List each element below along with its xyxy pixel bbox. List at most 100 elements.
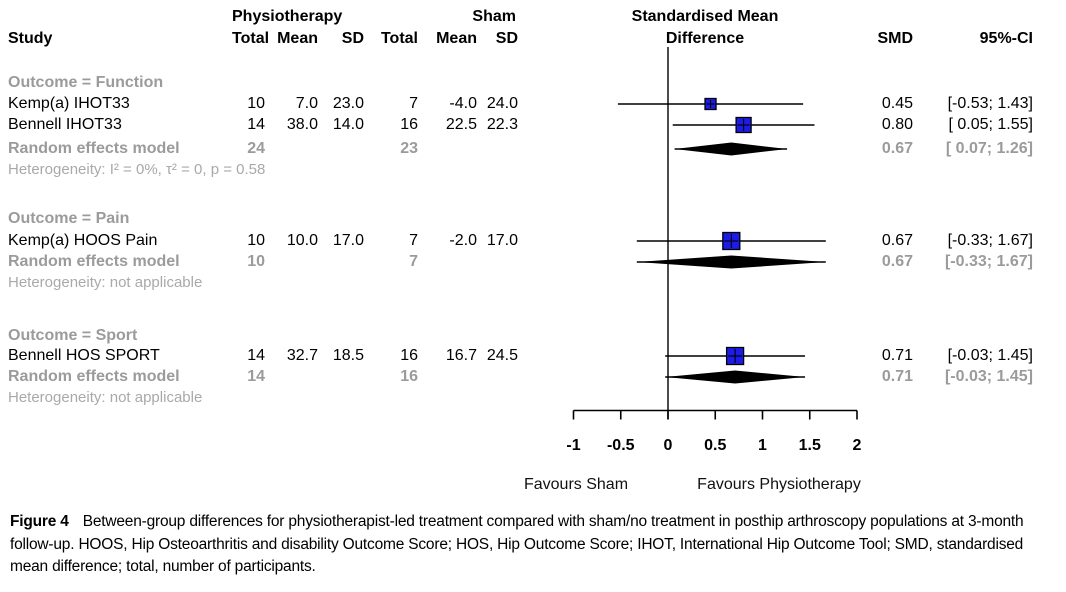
- summary-total-physio: 24: [247, 140, 265, 157]
- outcome-header-row: Outcome = Pain: [8, 209, 1033, 229]
- effect-title-line2: Difference: [665, 30, 745, 47]
- summary-smd-value: 0.67: [881, 140, 913, 157]
- study-total-physio: 10: [247, 95, 265, 112]
- study-row: Kemp(a) HOOS Pain 10 10.0 17.0 7 -2.0 17.0 0.67…: [8, 231, 1033, 251]
- figure-caption-text: Between-group differences for physiother…: [10, 513, 1024, 575]
- heterogeneity-row: Heterogeneity: not applicable: [8, 273, 1033, 293]
- x-axis-tick-label: 1: [758, 437, 767, 454]
- study-mean-sham: 22.5: [445, 116, 477, 133]
- mean1-column-header: Mean: [277, 30, 318, 47]
- ci-column-header: 95%-CI: [979, 30, 1033, 47]
- study-row: Bennell HOS SPORT 14 32.7 18.5 16 16.7 24.5 0.7…: [8, 346, 1033, 366]
- x-axis-tick-label: -0.5: [606, 437, 635, 454]
- study-sd-physio: 17.0: [332, 232, 364, 249]
- study-mean-sham: 16.7: [445, 347, 477, 364]
- summary-ci-value: [-0.33; 1.67]: [944, 253, 1033, 270]
- summary-model-label: Random effects model: [8, 140, 180, 157]
- study-sd-physio: 23.0: [332, 95, 364, 112]
- study-mean-physio: 7.0: [295, 95, 318, 112]
- study-name: Bennell IHOT33: [8, 116, 122, 133]
- study-name: Kemp(a) HOOS Pain: [8, 232, 158, 249]
- sd2-column-header: SD: [495, 30, 518, 47]
- table-header-groups: Physiotherapy Sham Standardised Mean: [8, 7, 1033, 27]
- study-row: Bennell IHOT33 14 38.0 14.0 16 22.5 22.3 0.80 [ …: [8, 115, 1033, 135]
- study-name: Bennell HOS SPORT: [8, 347, 160, 364]
- favours-left-label: Favours Sham: [523, 476, 629, 493]
- summary-diamond: [674, 142, 788, 156]
- study-ci-value: [ 0.05; 1.55]: [948, 116, 1033, 133]
- study-total-sham: 7: [409, 95, 418, 112]
- outcome-label: Outcome = Function: [8, 74, 164, 91]
- study-total-sham: 7: [409, 232, 418, 249]
- heterogeneity-note: Heterogeneity: I² = 0%, τ² = 0, p = 0.58: [8, 161, 266, 178]
- x-axis-tick-label: 2: [852, 437, 862, 454]
- study-total-physio: 14: [247, 116, 265, 133]
- study-name: Kemp(a) IHOT33: [8, 95, 130, 112]
- study-sd-sham: 24.0: [486, 95, 518, 112]
- outcome-label: Outcome = Pain: [8, 210, 130, 227]
- x-axis-tick-label: 1.5: [798, 437, 821, 454]
- total2-column-header: Total: [380, 30, 418, 47]
- summary-ci-value: [-0.03; 1.45]: [944, 368, 1033, 385]
- outcome-header-row: Outcome = Sport: [8, 326, 1033, 346]
- random-effects-row: Random effects model 10 7 0.67 [-0.33; 1.67]: [8, 252, 1033, 272]
- x-axis-tick-label: -1: [566, 437, 581, 454]
- summary-diamond: [665, 370, 806, 384]
- study-row: Kemp(a) IHOT33 10 7.0 23.0 7 -4.0 24.0 0.45 [-0.…: [8, 94, 1033, 114]
- sham-group-header: Sham: [472, 8, 516, 25]
- study-ci-value: [-0.53; 1.43]: [947, 95, 1033, 112]
- study-smd-value: 0.45: [881, 95, 913, 112]
- study-mean-physio: 32.7: [286, 347, 318, 364]
- study-smd-value: 0.71: [881, 347, 913, 364]
- study-sd-sham: 24.5: [486, 347, 518, 364]
- study-mean-physio: 10.0: [286, 232, 318, 249]
- summary-total-physio: 10: [247, 253, 265, 270]
- summary-total-sham: 7: [409, 253, 418, 270]
- summary-smd-value: 0.71: [881, 368, 913, 385]
- sd1-column-header: SD: [341, 30, 364, 47]
- summary-ci-value: [ 0.07; 1.26]: [945, 140, 1033, 157]
- outcome-header-row: Outcome = Function: [8, 73, 1033, 93]
- study-mean-sham: -2.0: [449, 232, 477, 249]
- study-mean-physio: 38.0: [286, 116, 318, 133]
- outcome-label: Outcome = Sport: [8, 327, 138, 344]
- summary-total-physio: 14: [247, 368, 265, 385]
- study-total-physio: 10: [247, 232, 265, 249]
- summary-model-label: Random effects model: [8, 368, 180, 385]
- x-axis-tick-label: 0.5: [704, 437, 727, 454]
- study-sd-physio: 14.0: [332, 116, 364, 133]
- figure-caption-label: Figure 4: [10, 513, 69, 530]
- smd-column-header: SMD: [877, 30, 913, 47]
- study-column-header: Study: [8, 30, 53, 47]
- heterogeneity-row: Heterogeneity: not applicable: [8, 388, 1033, 408]
- x-axis-tick-label: 0: [663, 437, 673, 454]
- random-effects-row: Random effects model 14 16 0.71 [-0.03; 1.45…: [8, 367, 1033, 387]
- study-ci-value: [-0.03; 1.45]: [947, 347, 1033, 364]
- summary-total-sham: 23: [400, 140, 418, 157]
- study-mean-sham: -4.0: [449, 95, 477, 112]
- summary-smd-value: 0.67: [881, 253, 913, 270]
- study-sd-physio: 18.5: [332, 347, 364, 364]
- table-header-columns: Study Total Mean SD Total Mean SD Differ…: [8, 29, 1033, 49]
- figure-caption: Figure 4 Between-group differences for ph…: [10, 511, 1058, 579]
- study-smd-value: 0.67: [881, 232, 913, 249]
- mean2-column-header: Mean: [436, 30, 477, 47]
- favours-right-label: Favours Physiotherapy: [697, 476, 861, 493]
- random-effects-row: Random effects model 24 23 0.67 [ 0.07; 1.26…: [8, 139, 1033, 159]
- summary-total-sham: 16: [400, 368, 418, 385]
- heterogeneity-note: Heterogeneity: not applicable: [8, 274, 203, 291]
- study-smd-value: 0.80: [881, 116, 913, 133]
- study-total-sham: 16: [400, 347, 418, 364]
- total1-column-header: Total: [232, 30, 270, 47]
- study-sd-sham: 17.0: [486, 232, 518, 249]
- physiotherapy-group-header: Physiotherapy: [232, 8, 343, 25]
- study-ci-value: [-0.33; 1.67]: [947, 232, 1033, 249]
- study-total-physio: 14: [247, 347, 265, 364]
- summary-diamond: [636, 255, 826, 269]
- study-sd-sham: 22.3: [486, 116, 518, 133]
- heterogeneity-row: Heterogeneity: I² = 0%, τ² = 0, p = 0.58: [8, 160, 1033, 180]
- summary-model-label: Random effects model: [8, 253, 180, 270]
- study-total-sham: 16: [400, 116, 418, 133]
